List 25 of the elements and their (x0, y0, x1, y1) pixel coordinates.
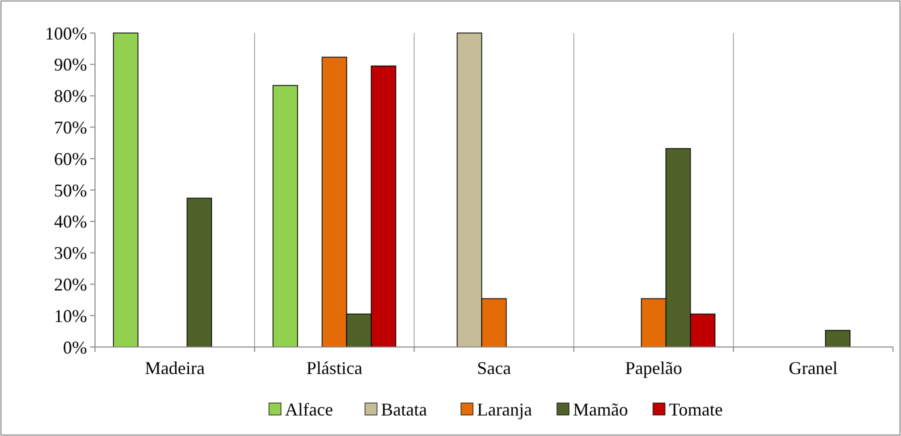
y-tick-label: 90% (54, 54, 87, 75)
legend-label: Laranja (477, 399, 532, 420)
bar (825, 330, 850, 348)
x-tick-label: Papelão (625, 358, 682, 378)
x-tick-label: Plástica (306, 358, 362, 378)
x-tick-label: Madeira (144, 358, 205, 378)
y-tick-label: 50% (54, 180, 87, 200)
y-tick-label: 60% (54, 148, 87, 169)
y-tick-label: 70% (54, 118, 87, 138)
x-tick-label: Granel (788, 358, 838, 378)
y-tick-label: 100% (45, 23, 87, 44)
legend-label: Mamão (573, 399, 628, 420)
y-tick-label: 30% (54, 243, 87, 264)
y-tick-label: 20% (54, 274, 87, 294)
bar (186, 198, 212, 348)
legend-label: Alface (285, 399, 333, 420)
legend-label: Tomate (669, 399, 723, 420)
bar (272, 85, 298, 348)
x-tick-label: Saca (477, 358, 511, 378)
bar (113, 32, 138, 348)
legend-label: Batata (381, 399, 427, 420)
y-tick-label: 80% (54, 86, 87, 106)
y-tick-label: 10% (54, 306, 87, 326)
y-tick-label: 0% (63, 337, 87, 358)
y-tick-label: 40% (54, 212, 87, 232)
